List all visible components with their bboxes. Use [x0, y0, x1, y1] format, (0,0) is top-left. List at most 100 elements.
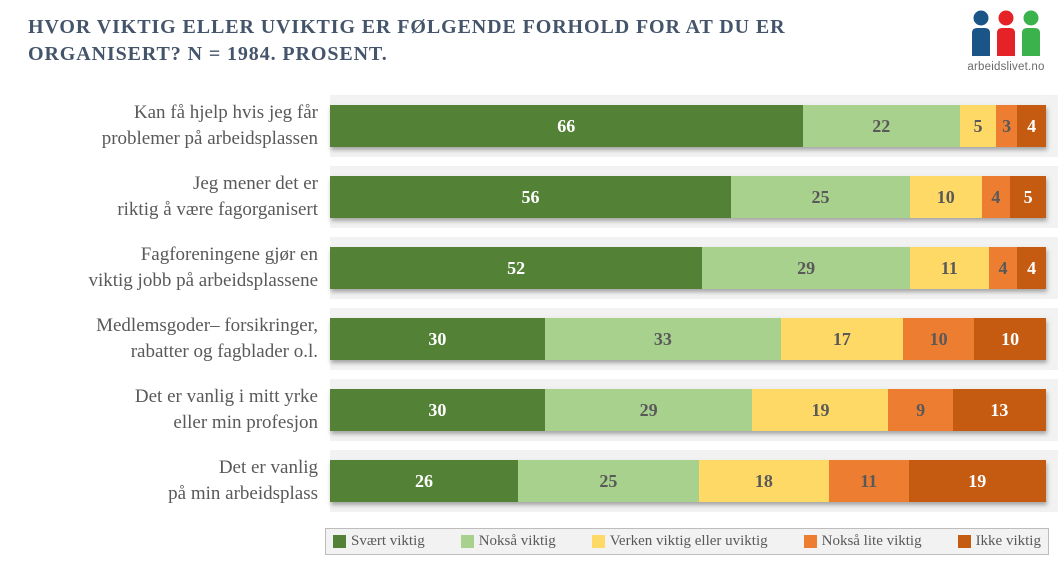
- category-labels: Kan få hjelp hvis jeg får problemer på ar…: [0, 95, 318, 521]
- category-label: Det er vanlig på min arbeidsplass: [0, 450, 318, 512]
- category-label-line: Fagforeningene gjør en: [140, 244, 318, 265]
- arbeidslivet-logo: arbeidslivet.no: [963, 10, 1049, 73]
- person-icon: [970, 10, 992, 56]
- bar-segment: 19: [752, 389, 889, 431]
- bar-segment: 52: [330, 247, 703, 289]
- category-label-line: rabatter og fagblader o.l.: [130, 341, 318, 362]
- bar-segment: 13: [952, 389, 1046, 431]
- segment-value: 30: [428, 399, 447, 420]
- bar-segment: 4: [988, 247, 1018, 289]
- segment-value: 18: [754, 470, 773, 491]
- bar-segment: 4: [1017, 105, 1046, 147]
- bar-segment: 5: [960, 105, 996, 147]
- bar-row-band: 30 33 17 10 10: [330, 308, 1058, 370]
- bar-segment: 26: [330, 460, 519, 502]
- category-label-line: Jeg mener det er: [192, 173, 318, 194]
- legend-label: Nokså viktig: [478, 533, 556, 549]
- bar-row: 30 29 19 9 13: [330, 389, 1046, 431]
- legend-swatch-icon: [591, 535, 605, 548]
- bar-segment: 10: [909, 176, 982, 218]
- segment-value: 19: [968, 470, 987, 491]
- legend-label: Svært viktig: [351, 533, 425, 549]
- segment-value: 3: [1002, 115, 1012, 136]
- bar-segment: 9: [888, 389, 953, 431]
- segment-value: 4: [991, 186, 1001, 207]
- person-icon: [1020, 10, 1042, 56]
- logo-people-icons: [970, 10, 1042, 56]
- segment-value: 10: [1001, 328, 1020, 349]
- segment-value: 10: [929, 328, 948, 349]
- bar-segment: 4: [981, 176, 1011, 218]
- bar-segment: 30: [330, 318, 545, 360]
- segment-value: 29: [639, 399, 658, 420]
- bar-segment: 4: [1017, 247, 1046, 289]
- chart-title: HVOR VIKTIG ELLER UVIKTIG ER FØLGENDE FO…: [28, 14, 785, 68]
- bar-row: 52 29 11 4 4: [330, 247, 1046, 289]
- segment-value: 19: [811, 399, 830, 420]
- segment-value: 5: [973, 115, 983, 136]
- category-label: Det er vanlig i mitt yrke eller min profe…: [0, 379, 318, 441]
- segment-value: 9: [916, 399, 926, 420]
- category-label-line: viktig jobb på arbeidsplassene: [88, 270, 318, 291]
- legend-item: Nokså viktig: [460, 533, 556, 550]
- bar-segment: 56: [330, 176, 731, 218]
- bar-segment: 17: [781, 318, 903, 360]
- legend-item: Svært viktig: [333, 533, 425, 550]
- bar-row: 26 25 18 11 19: [330, 460, 1046, 502]
- segment-value: 26: [415, 470, 434, 491]
- bar-row: 56 25 10 4 5: [330, 176, 1046, 218]
- category-label: Fagforeningene gjør en viktig jobb på arb…: [0, 237, 318, 299]
- person-icon: [995, 10, 1017, 56]
- category-label-line: eller min profesjon: [173, 412, 318, 433]
- bar-row-band: 30 29 19 9 13: [330, 379, 1058, 441]
- bar-segment: 3: [995, 105, 1018, 147]
- bar-segment: 11: [909, 247, 989, 289]
- bar-segment: 25: [518, 460, 699, 502]
- segment-value: 30: [428, 328, 447, 349]
- category-label-line: på min arbeidsplass: [168, 483, 318, 504]
- segment-value: 25: [599, 470, 618, 491]
- bar-row: 66 22 5 3 4: [330, 105, 1046, 147]
- segment-value: 10: [936, 186, 955, 207]
- chart-title-line1: HVOR VIKTIG ELLER UVIKTIG ER FØLGENDE FO…: [28, 16, 786, 38]
- segment-value: 11: [940, 257, 958, 278]
- bar-segment: 25: [730, 176, 910, 218]
- segment-value: 22: [872, 115, 891, 136]
- bar-row-band: 56 25 10 4 5: [330, 166, 1058, 228]
- bar-segment: 11: [829, 460, 909, 502]
- segment-value: 11: [860, 470, 878, 491]
- category-label: Medlemsgoder– forsikringer, rabatter og f…: [0, 308, 318, 370]
- legend-item: Ikke viktig: [957, 533, 1041, 550]
- bar-segment: 29: [702, 247, 910, 289]
- legend-label: Nokså lite viktig: [821, 533, 922, 549]
- category-label-line: Kan få hjelp hvis jeg får: [133, 102, 318, 123]
- category-label-line: Medlemsgoder– forsikringer,: [96, 315, 318, 336]
- segment-value: 56: [521, 186, 540, 207]
- category-label-line: Det er vanlig i mitt yrke: [134, 386, 318, 407]
- category-label-line: problemer på arbeidsplassen: [101, 128, 318, 149]
- legend-swatch-icon: [333, 535, 346, 548]
- segment-value: 4: [1027, 257, 1037, 278]
- bar-segment: 29: [544, 389, 753, 431]
- segment-value: 4: [1027, 115, 1037, 136]
- category-label-line: riktig å være fagorganisert: [117, 199, 318, 220]
- segment-value: 25: [811, 186, 830, 207]
- bar-segment: 22: [802, 105, 961, 147]
- legend-swatch-icon: [957, 535, 971, 548]
- bar-segment: 10: [902, 318, 975, 360]
- category-label: Jeg mener det er riktig å være fagorganis…: [0, 166, 318, 228]
- bar-segment: 33: [544, 318, 782, 360]
- bar-segment: 66: [330, 105, 803, 147]
- legend-swatch-icon: [803, 535, 817, 548]
- segment-value: 17: [832, 328, 851, 349]
- segment-value: 29: [797, 257, 816, 278]
- segment-value: 5: [1023, 186, 1033, 207]
- logo-text: arbeidslivet.no: [967, 61, 1045, 73]
- bar-row-band: 66 22 5 3 4: [330, 95, 1058, 157]
- legend-item: Nokså lite viktig: [803, 533, 922, 550]
- legend-item: Verken viktig eller uviktig: [591, 533, 768, 550]
- bar-segment: 19: [908, 460, 1046, 502]
- bar-row-band: 52 29 11 4 4: [330, 237, 1058, 299]
- legend-label: Verken viktig eller uviktig: [609, 533, 768, 549]
